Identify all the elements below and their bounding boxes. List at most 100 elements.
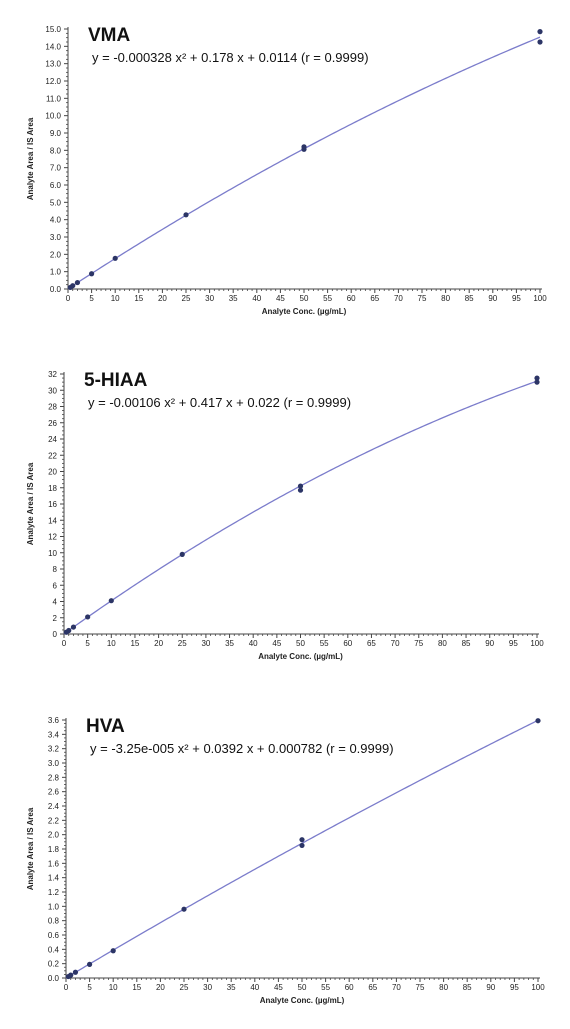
y-tick-label: 0.0 — [50, 285, 62, 294]
data-point — [89, 271, 95, 277]
chart-panel-vma: 0.0 1.0 2.0 3.0 4.0 5.0 6.0 7.0 8.0 9.0 10.0 11.0 12… — [26, 25, 547, 316]
y-tick-label: 3.4 — [48, 730, 60, 739]
y-tick-label: 2.8 — [48, 773, 60, 782]
y-axis-title: Analyte Area / IS Area — [26, 807, 35, 890]
x-tick-label: 65 — [368, 983, 377, 992]
y-tick-label: 1.4 — [48, 874, 60, 883]
data-point — [537, 29, 543, 35]
y-tick-label: 1.0 — [50, 268, 62, 277]
x-tick-label: 90 — [486, 983, 495, 992]
y-tick-label: 6 — [53, 581, 58, 590]
data-point — [112, 255, 118, 261]
x-tick-label: 5 — [85, 639, 90, 648]
y-tick-label: 0 — [53, 630, 58, 639]
data-point — [183, 212, 189, 218]
y-tick-label: 1.8 — [48, 845, 60, 854]
fit-curve — [63, 380, 538, 635]
x-tick-label: 5 — [89, 294, 94, 303]
y-tick-label: 11.0 — [46, 94, 62, 103]
x-tick-label: 35 — [227, 983, 236, 992]
data-point — [85, 614, 91, 620]
fit-curve — [67, 36, 541, 290]
x-tick-label: 40 — [250, 983, 259, 992]
x-tick-label: 55 — [323, 294, 332, 303]
data-point — [74, 279, 81, 286]
x-tick-label: 100 — [531, 983, 545, 992]
y-tick-label: 8.0 — [50, 146, 62, 155]
x-tick-label: 85 — [465, 294, 474, 303]
x-tick-label: 80 — [438, 639, 447, 648]
chart-title: HVA — [86, 716, 125, 737]
fit-curve — [65, 719, 539, 979]
fit-equation: y = -3.25e-005 x² + 0.0392 x + 0.000782 … — [90, 741, 394, 756]
x-tick-label: 50 — [296, 639, 305, 648]
fit-equation: y = -0.00106 x² + 0.417 x + 0.022 (r = 0… — [88, 395, 351, 410]
y-tick-label: 4 — [53, 598, 58, 607]
data-point — [110, 948, 116, 954]
data-point — [299, 842, 305, 849]
y-tick-label: 0.8 — [48, 917, 60, 926]
x-tick-label: 15 — [132, 983, 141, 992]
y-tick-label: 18 — [48, 484, 57, 493]
data-point — [179, 551, 185, 557]
y-tick-label: 4.0 — [50, 216, 62, 225]
data-point — [66, 627, 72, 634]
y-tick-label: 16 — [48, 500, 57, 509]
chart-title: 5-HIAA — [84, 370, 148, 391]
y-tick-label: 10.0 — [45, 112, 61, 121]
x-tick-label: 0 — [66, 294, 71, 303]
x-tick-label: 45 — [274, 983, 283, 992]
data-point — [534, 375, 540, 381]
x-tick-label: 80 — [441, 294, 450, 303]
x-tick-label: 45 — [276, 294, 285, 303]
x-tick-label: 65 — [367, 639, 376, 648]
x-axis-title: Analyte Conc. (µg/mL) — [260, 996, 345, 1005]
x-tick-label: 20 — [154, 639, 163, 648]
y-tick-label: 1.6 — [48, 859, 60, 868]
y-axis-title: Analyte Area / IS Area — [26, 117, 35, 200]
data-point — [535, 718, 541, 724]
y-tick-label: 15.0 — [45, 25, 61, 34]
y-tick-label: 22 — [48, 451, 57, 460]
x-tick-label: 85 — [462, 639, 471, 648]
x-tick-label: 20 — [158, 294, 167, 303]
x-tick-label: 95 — [512, 294, 521, 303]
x-tick-label: 30 — [201, 639, 210, 648]
x-tick-label: 60 — [343, 639, 352, 648]
y-tick-label: 28 — [48, 403, 57, 412]
y-tick-label: 0.2 — [48, 960, 60, 969]
chart-title: VMA — [88, 25, 131, 46]
y-tick-label: 13.0 — [45, 60, 61, 69]
x-tick-label: 65 — [370, 294, 379, 303]
x-tick-label: 20 — [156, 983, 165, 992]
y-tick-label: 8 — [53, 565, 58, 574]
x-tick-label: 60 — [347, 294, 356, 303]
y-tick-label: 14 — [48, 516, 57, 525]
y-tick-label: 12 — [48, 533, 57, 542]
x-tick-label: 10 — [109, 983, 118, 992]
y-tick-label: 5.0 — [50, 198, 62, 207]
x-tick-label: 75 — [414, 639, 423, 648]
y-tick-label: 12.0 — [45, 77, 61, 86]
data-point — [87, 961, 93, 967]
y-tick-label: 7.0 — [50, 164, 62, 173]
x-axis-title: Analyte Conc. (µg/mL) — [262, 307, 347, 316]
x-tick-label: 30 — [205, 294, 214, 303]
x-tick-label: 10 — [111, 294, 120, 303]
data-point — [181, 906, 187, 912]
y-tick-label: 6.0 — [50, 181, 62, 190]
x-tick-label: 95 — [510, 983, 519, 992]
data-point — [68, 972, 74, 978]
y-tick-label: 3.2 — [48, 745, 60, 754]
y-tick-label: 0.0 — [48, 974, 60, 983]
y-tick-label: 14.0 — [45, 42, 61, 51]
data-point — [299, 837, 305, 843]
y-tick-label: 1.0 — [48, 902, 60, 911]
y-tick-label: 3.6 — [48, 716, 60, 725]
x-tick-label: 95 — [509, 639, 518, 648]
y-tick-label: 2.0 — [48, 831, 60, 840]
data-point — [70, 283, 76, 289]
x-tick-label: 60 — [345, 983, 354, 992]
